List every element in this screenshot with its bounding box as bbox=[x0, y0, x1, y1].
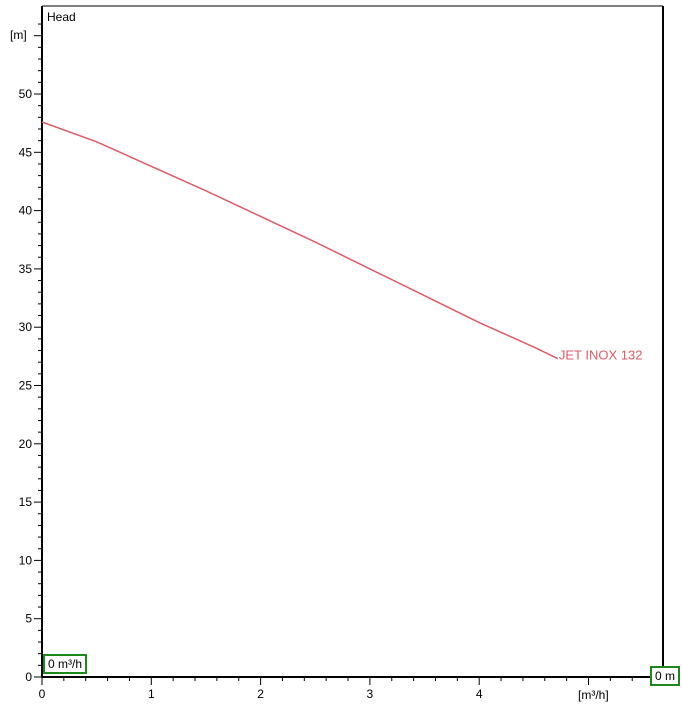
plot-frame bbox=[41, 5, 664, 678]
x-tick-label: 1 bbox=[148, 687, 155, 701]
x-tick-label: 2 bbox=[257, 687, 264, 701]
y-tick-label: 15 bbox=[19, 495, 33, 509]
y-tick-label: 20 bbox=[19, 437, 33, 451]
series-layer: JET INOX 132 bbox=[41, 121, 643, 363]
y-tick-label: 50 bbox=[19, 87, 33, 101]
y-tick-label: 30 bbox=[19, 320, 33, 334]
y-tick-label: 45 bbox=[19, 145, 33, 159]
y-tick-label: 0 bbox=[25, 670, 32, 684]
y-axis: 0 5 10 15 20 25 30 35 40 45 50 bbox=[19, 23, 42, 684]
series-label: JET INOX 132 bbox=[559, 348, 643, 363]
x-tick-label: 3 bbox=[367, 687, 374, 701]
x-tick-label: 0 bbox=[39, 687, 46, 701]
y-tick-label: 5 bbox=[25, 612, 32, 626]
head-readout: 0 m bbox=[650, 666, 681, 686]
y-tick-label: 10 bbox=[19, 553, 33, 567]
y-axis-title: Head bbox=[47, 10, 76, 24]
y-axis-unit: [m] bbox=[10, 28, 27, 42]
y-tick-label: 40 bbox=[19, 204, 33, 218]
x-axis: 0 1 2 3 4 bbox=[39, 677, 655, 701]
series-line bbox=[41, 121, 559, 360]
y-tick-label: 35 bbox=[19, 262, 33, 276]
x-axis-unit: [m³/h] bbox=[578, 688, 609, 702]
x-tick-label: 4 bbox=[476, 687, 483, 701]
flow-readout: 0 m³/h bbox=[43, 654, 88, 674]
y-tick-label: 25 bbox=[19, 379, 33, 393]
